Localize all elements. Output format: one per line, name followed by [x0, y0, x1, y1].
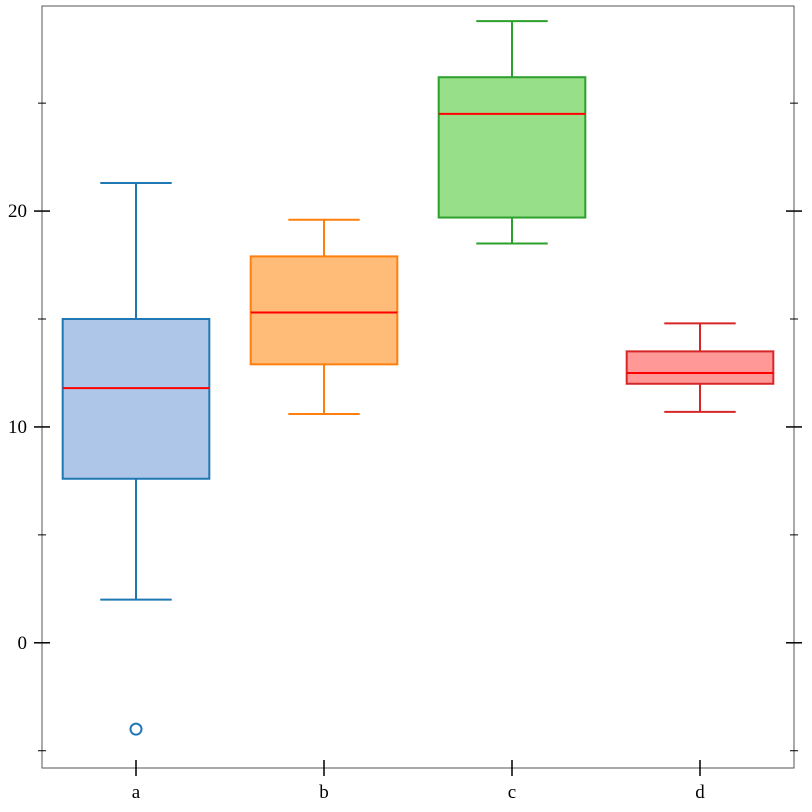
- y-axis: 0 10 20: [8, 102, 802, 752]
- box-c: [437, 20, 587, 245]
- x-tick-label-b: b: [319, 782, 329, 803]
- x-tick-label-c: c: [508, 782, 516, 803]
- x-axis: a b c d: [132, 760, 705, 803]
- boxes: [61, 20, 775, 736]
- y-tick-label: 0: [18, 633, 28, 654]
- box-iqr: [625, 350, 775, 385]
- y-tick-label: 10: [8, 417, 27, 438]
- box-iqr: [61, 318, 211, 480]
- box-d: [625, 322, 775, 413]
- x-tick-label-a: a: [132, 782, 141, 803]
- box-b: [249, 218, 399, 415]
- x-tick-label-d: d: [695, 782, 705, 803]
- box-iqr: [437, 76, 587, 219]
- y-tick-label: 20: [8, 201, 27, 222]
- box-iqr: [249, 255, 399, 366]
- plot-frame: [41, 5, 795, 769]
- box-a: [61, 182, 211, 736]
- outlier-point: [129, 722, 143, 736]
